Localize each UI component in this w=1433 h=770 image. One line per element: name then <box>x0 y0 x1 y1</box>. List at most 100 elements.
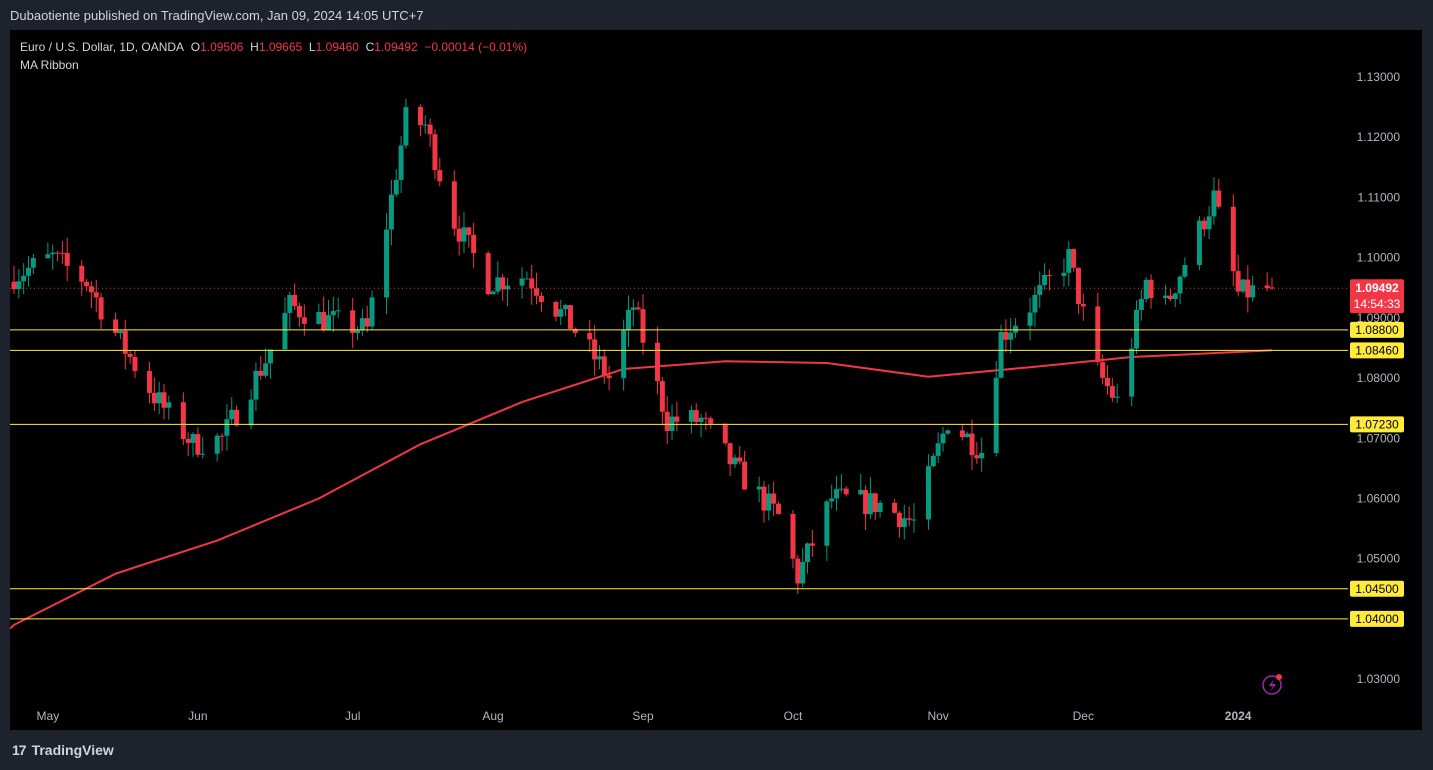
y-tick-label: 1.03000 <box>1357 672 1401 686</box>
last-price-label: 1.09492 <box>1355 281 1399 295</box>
candle-body <box>161 392 167 408</box>
lightning-bolt-icon <box>1269 679 1276 692</box>
candle-body <box>538 295 544 302</box>
candle-body <box>466 227 472 235</box>
level-tag-label: 1.08800 <box>1355 323 1399 337</box>
candle-body <box>1104 377 1110 387</box>
candle-body <box>98 297 104 320</box>
candle-body <box>843 488 849 495</box>
candle-body <box>321 312 327 330</box>
candle-body <box>925 466 931 520</box>
candle-body <box>635 307 641 310</box>
candle-body <box>1008 332 1014 340</box>
candle-body <box>190 434 196 443</box>
candle-body <box>1143 279 1149 300</box>
open-value: 1.09506 <box>200 40 244 54</box>
candle-body <box>790 513 796 559</box>
y-tick-label: 1.12000 <box>1357 130 1401 144</box>
candle-body <box>146 371 152 393</box>
candle-body <box>117 330 123 334</box>
candle-body <box>330 311 336 316</box>
candle-body <box>771 493 777 504</box>
candle-body <box>732 457 738 465</box>
candle-body <box>388 194 394 230</box>
candle-body <box>567 305 573 329</box>
close-label: C <box>365 40 375 54</box>
candle-body <box>113 319 119 334</box>
candle-body <box>863 489 869 515</box>
candle-body <box>824 501 830 546</box>
candle-body <box>877 502 883 513</box>
level-tag-label: 1.04000 <box>1355 612 1399 626</box>
candle-body <box>1182 265 1188 277</box>
price-chart[interactable]: 1.13000 1.12000 1.11000 1.10000 1.09000 1.080… <box>10 30 1422 730</box>
candle-body <box>1032 294 1038 313</box>
high-value: 1.09665 <box>258 40 303 54</box>
candle-body <box>263 363 269 376</box>
candle-body <box>248 399 254 426</box>
candle-body <box>500 277 506 290</box>
candle-body <box>229 409 235 420</box>
candle-body <box>892 502 898 513</box>
x-tick-label: Sep <box>632 709 654 723</box>
candle-body <box>935 443 941 456</box>
x-tick-label: Oct <box>784 709 803 723</box>
y-tick-label: 1.10000 <box>1357 251 1401 265</box>
candle-body <box>1114 396 1120 398</box>
candle-body <box>945 430 951 434</box>
moving-average-line <box>10 349 1273 630</box>
candle-body <box>1250 285 1256 298</box>
candle-body <box>872 493 878 513</box>
candle-body <box>398 145 404 180</box>
candle-body <box>1230 206 1236 272</box>
candle-body <box>234 409 240 426</box>
candle-body <box>369 297 375 327</box>
low-label: L <box>308 40 316 54</box>
x-tick-label: Nov <box>927 709 948 723</box>
candle-body <box>185 438 191 443</box>
candle-body <box>93 292 99 298</box>
brand-footer[interactable]: 17 TradingView <box>12 742 114 758</box>
candle-body <box>26 267 32 276</box>
candle-body <box>282 312 288 350</box>
candle-body <box>519 278 525 286</box>
candle-body <box>461 227 467 242</box>
last-price-tag <box>1350 279 1404 314</box>
candle-body <box>1264 285 1270 289</box>
candle-body <box>45 254 51 259</box>
candle-body <box>553 301 559 317</box>
candle-body <box>1003 332 1009 340</box>
candle-body <box>1177 276 1183 294</box>
candle-body <box>838 488 844 490</box>
candle-body <box>224 419 230 436</box>
candle-body <box>606 375 612 379</box>
candle-body <box>427 124 433 135</box>
candle-body <box>698 417 704 422</box>
candle-body <box>1046 274 1052 276</box>
candle-body <box>940 433 946 444</box>
candle-body <box>422 124 428 126</box>
level-tag <box>1350 321 1404 338</box>
candle-body <box>451 181 457 229</box>
symbol-name[interactable]: Euro / U.S. Dollar, 1D, OANDA <box>20 40 185 54</box>
open-label: O <box>190 40 201 54</box>
candle-body <box>959 430 965 438</box>
candle-body <box>640 309 646 343</box>
level-tag <box>1350 342 1404 359</box>
y-tick-label: 1.11000 <box>1358 190 1401 204</box>
candle-body <box>1066 249 1072 273</box>
candle-body <box>688 410 694 422</box>
candle-body <box>1042 274 1048 286</box>
y-tick-label: 1.06000 <box>1357 491 1401 505</box>
candle-body <box>79 265 85 282</box>
indicator-label[interactable]: MA Ribbon <box>20 58 79 72</box>
candle-body <box>326 315 331 330</box>
candle-body <box>1245 279 1251 298</box>
x-tick-label: Aug <box>482 709 503 723</box>
candle-body <box>214 435 220 454</box>
candle-body <box>1095 306 1101 363</box>
candle-body <box>200 453 206 455</box>
candle-body <box>834 489 840 499</box>
candle-body <box>1235 271 1241 292</box>
chart-area[interactable]: 1.13000 1.12000 1.11000 1.10000 1.09000 1.080… <box>10 30 1422 730</box>
